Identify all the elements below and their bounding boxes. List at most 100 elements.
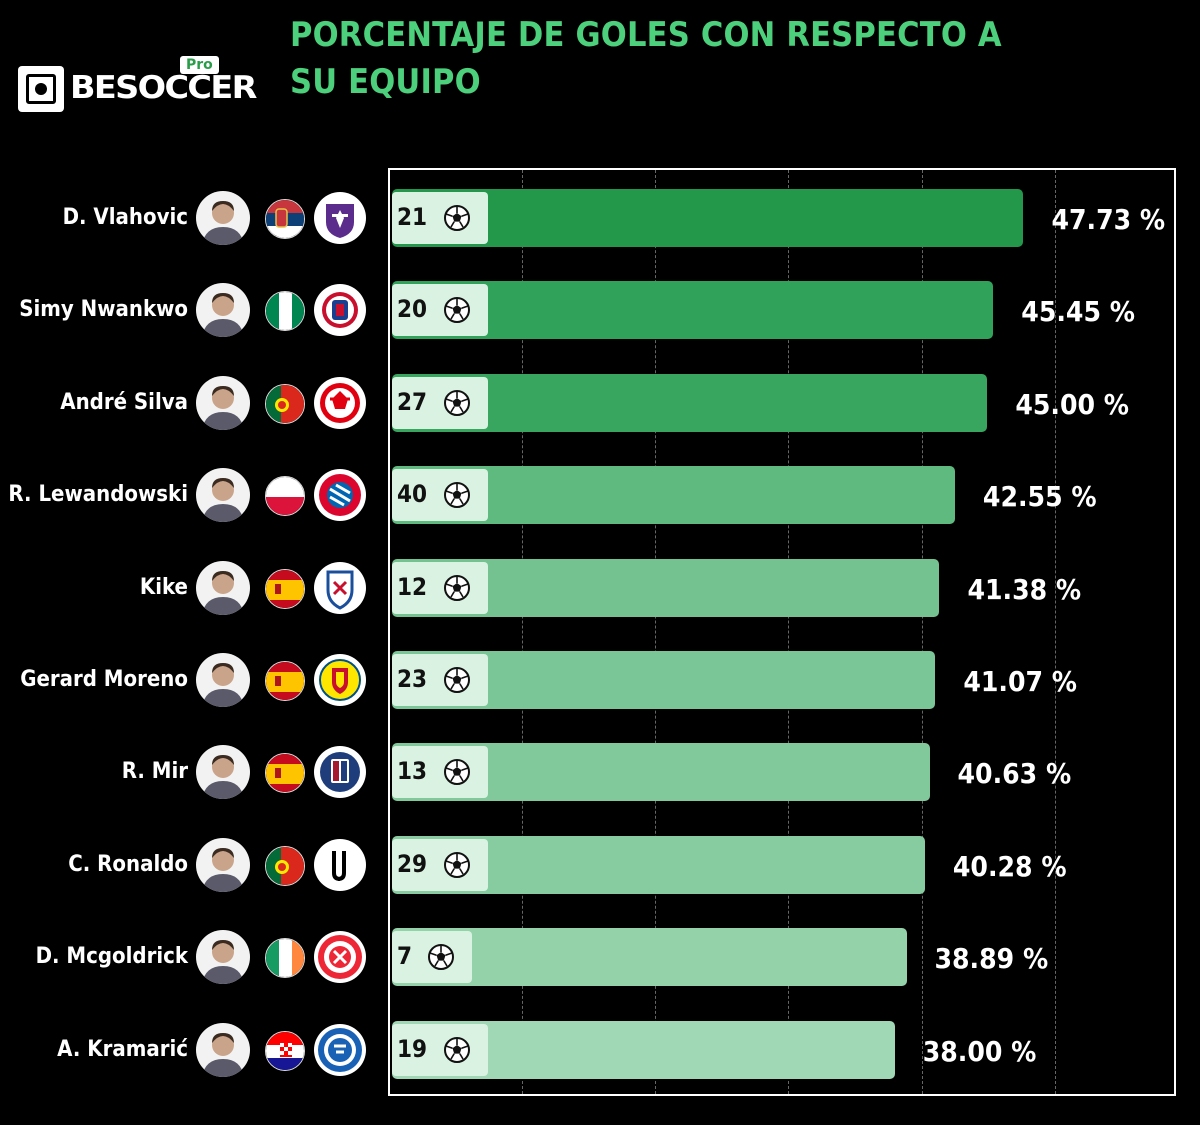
hoffenheim-crest-icon [314,1023,366,1076]
goals-box: 40 [392,469,488,522]
spain-flag-icon [265,753,305,794]
fiorentina-crest-icon [314,192,366,244]
eibar-crest-icon [314,561,366,614]
villarreal-crest-icon [314,654,366,706]
sheffield-united-crest-icon [314,931,366,984]
logo-word: BESOCCER [70,70,257,106]
goals-box: 7 [392,931,472,984]
bar [392,928,907,987]
logo-mark-icon [18,66,64,112]
goals-box: 19 [392,1023,488,1076]
portugal-flag-icon [265,383,305,424]
goals-box: 29 [392,838,488,891]
soccer-ball-icon [444,667,470,693]
goals-count-label: 19 [397,1034,428,1063]
goals-count-label: 7 [397,942,413,971]
chart-row: A. Kramarić 19 38.00 % [0,1020,1200,1081]
eintracht-frankfurt-crest-icon [314,376,366,429]
besoccer-logo: BESOCCER Pro [18,56,268,114]
huesca-crest-icon [314,746,366,799]
soccer-ball-icon [428,944,454,971]
percentage-label: 41.38 % [967,572,1082,606]
goals-count-label: 20 [397,295,428,324]
player-name-label: André Silva [60,389,188,415]
player-photo-icon [196,1022,250,1077]
nigeria-flag-icon [265,291,305,332]
bar [392,373,988,432]
chart-row: R. Lewandowski 40 42.55 % [0,466,1200,526]
gridline [522,170,523,1094]
soccer-ball-icon [444,482,470,509]
goals-box: 13 [392,746,488,799]
player-photo-icon [196,837,250,892]
percentage-label: 42.55 % [982,480,1097,514]
player-photo-icon [196,468,250,523]
soccer-ball-icon [444,1036,470,1063]
percentage-label: 45.45 % [1021,295,1135,329]
player-name-label: R. Lewandowski [8,482,188,508]
player-photo-icon [196,191,250,245]
chart-row: Simy Nwankwo 20 45.45 % [0,281,1200,341]
percentage-label: 38.89 % [934,942,1049,976]
soccer-ball-icon [444,205,470,231]
chart-row: C. Ronaldo 29 40.28 % [0,835,1200,896]
player-name-label: C. Ronaldo [68,851,188,877]
soccer-ball-icon [444,574,470,601]
soccer-ball-icon [444,759,470,786]
player-photo-icon [196,560,250,615]
chart-row: R. Mir 13 40.63 % [0,743,1200,803]
spain-flag-icon [265,568,305,609]
bar [392,189,1024,247]
goals-count-label: 13 [397,757,428,786]
goals-count-label: 40 [397,480,428,509]
crotone-crest-icon [314,284,366,337]
percentage-label: 38.00 % [922,1034,1037,1068]
percentage-label: 40.28 % [952,849,1067,883]
percentage-label: 41.07 % [963,665,1078,698]
gridline [1055,170,1056,1094]
goals-count-label: 27 [397,387,428,416]
goals-box: 27 [392,376,488,429]
player-name-label: D. Mcgoldrick [35,944,188,970]
gridline [788,170,789,1094]
goals-box: 12 [392,561,488,614]
player-photo-icon [196,653,250,707]
ireland-flag-icon [265,938,305,979]
goals-count-label: 29 [397,849,428,878]
goals-box: 20 [392,284,488,337]
bar [392,281,994,340]
goals-box: 21 [392,192,488,244]
soccer-ball-icon [444,297,470,324]
chart-frame [388,168,1176,1096]
juventus-crest-icon [314,838,366,891]
percentage-label: 45.00 % [1015,387,1130,421]
player-name-label: A. Kramarić [57,1036,188,1062]
percentage-label: 47.73 % [1051,203,1166,236]
spain-flag-icon [265,661,305,701]
gridline [655,170,656,1094]
player-name-label: D. Vlahovic [62,205,188,230]
poland-flag-icon [265,476,305,517]
player-name-label: Simy Nwankwo [19,297,188,323]
soccer-ball-icon [444,389,470,416]
player-photo-icon [196,283,250,338]
logo-pro-badge: Pro [180,56,219,74]
chart-row: D. Mcgoldrick 7 38.89 % [0,928,1200,988]
soccer-ball-icon [444,851,470,878]
bayern-munich-crest-icon [314,469,366,522]
chart-row: D. Vlahovic 21 47.73 % [0,189,1200,249]
serbia-flag-icon [265,199,305,239]
player-photo-icon [196,930,250,985]
percentage-label: 40.63 % [957,757,1072,791]
chart-row: Gerard Moreno 23 41.07 % [0,651,1200,711]
chart-row: Kike 12 41.38 % [0,558,1200,619]
player-name-label: Kike [139,574,188,600]
chart-title: PORCENTAJE DE GOLES CON RESPECTO A SU EQ… [290,15,1002,102]
chart-row: André Silva 27 45.00 % [0,373,1200,434]
player-name-label: R. Mir [121,759,188,785]
croatia-flag-icon [265,1030,305,1071]
player-photo-icon [196,745,250,800]
portugal-flag-icon [265,845,305,886]
goals-box: 23 [392,654,488,706]
goals-count-label: 12 [397,572,428,601]
